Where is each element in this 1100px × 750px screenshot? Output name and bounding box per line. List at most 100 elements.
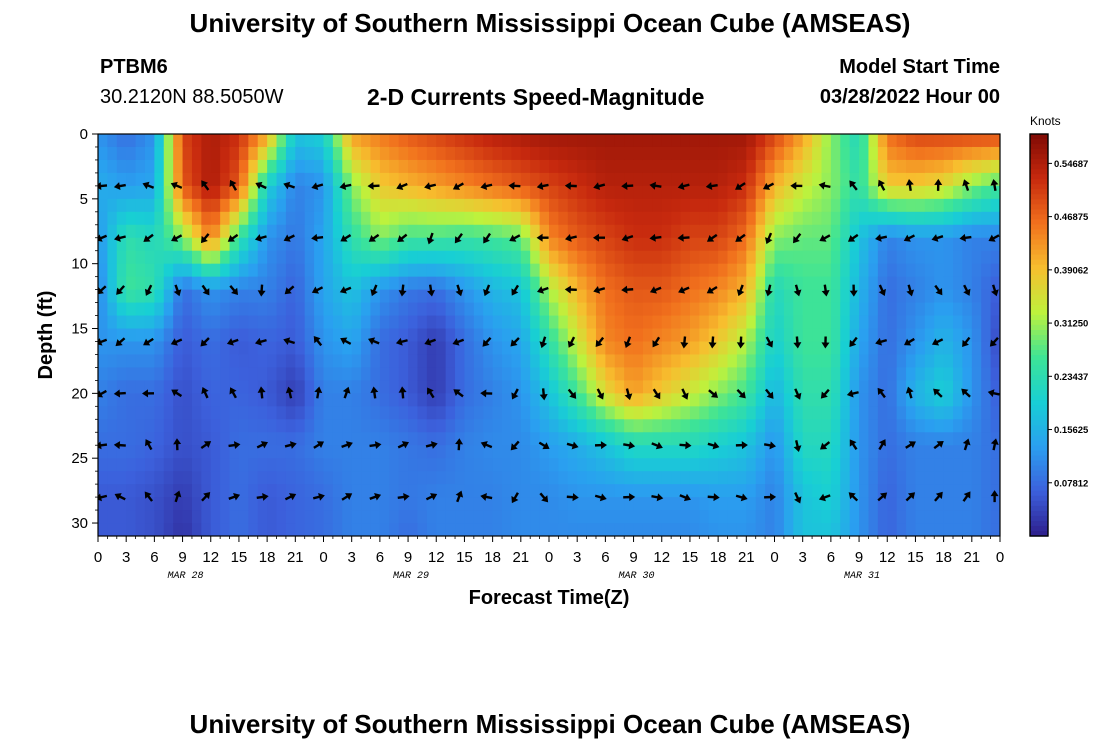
heatmap-cell [924,276,935,291]
heatmap-cell [370,224,381,239]
heatmap-cell [812,510,823,524]
heatmap-cell [577,458,588,472]
heatmap-cell [840,237,851,252]
heatmap-cell [417,237,428,252]
arrow-head [713,493,720,502]
heatmap-cell [736,134,747,148]
heatmap-cell [201,211,212,226]
heatmap-cell [436,315,447,330]
heatmap-cell [605,224,616,239]
heatmap-cell [671,471,682,485]
heatmap-cell [107,341,118,356]
heatmap-cell [915,146,926,161]
heatmap-cell [614,380,625,394]
heatmap-cell [793,276,804,291]
heatmap-cell [229,406,240,420]
heatmap-cell [511,198,522,213]
heatmap-cell [473,211,484,226]
heatmap-cell [351,432,362,446]
heatmap-cell [642,523,653,536]
heatmap-cell [765,510,776,524]
heatmap-cell [191,328,202,343]
heatmap-cell [605,198,616,213]
heatmap-cell [924,354,935,369]
heatmap-cell [370,497,381,511]
heatmap-cell [314,289,325,304]
heatmap-cell [436,237,447,252]
heatmap-cell [276,471,287,485]
heatmap-cell [765,497,776,511]
current-arrow [339,182,352,191]
current-arrow [397,441,409,449]
arrow-head [961,388,969,396]
heatmap-cell [126,315,137,330]
colorbar-segment [1030,259,1048,266]
heatmap-cell [887,445,898,459]
heatmap-cell [173,484,184,498]
heatmap-cell [689,419,700,433]
heatmap-cell [530,237,541,252]
x-tick-label: 18 [710,549,727,566]
heatmap-cell [379,159,390,174]
heatmap-cell [943,276,954,291]
heatmap-cell [549,367,559,381]
heatmap-cell [511,302,522,317]
heatmap-cell [398,393,409,407]
heatmap-cell [812,471,823,485]
heatmap-cell [971,250,982,265]
heatmap-cell [671,134,682,148]
heatmap-cell [530,146,541,161]
heatmap-cell [774,198,785,213]
arrow-head [624,393,633,401]
heatmap-cell [295,237,306,252]
heatmap-cell [990,419,1000,433]
heatmap-cell [445,354,456,369]
heatmap-cell [830,276,841,291]
heatmap-cell [191,354,202,369]
heatmap-cell [398,237,409,252]
heatmap-cell [314,134,325,148]
heatmap-cell [464,484,475,498]
heatmap-cell [549,159,559,174]
heatmap-cell [511,224,522,239]
heatmap-cell [511,315,522,330]
heatmap-cell [868,276,879,291]
arrow-head [368,337,376,345]
heatmap-cell [182,302,193,317]
current-arrow [425,441,438,449]
heatmap-cell [163,224,174,239]
heatmap-cell [624,523,635,536]
heatmap-cell [943,510,954,524]
heatmap-cell [953,367,964,381]
heatmap-cell [971,224,982,239]
heatmap-cell [154,458,165,472]
current-arrow [679,493,691,502]
heatmap-cell [285,445,296,459]
heatmap-cell [953,172,964,187]
heatmap-cell [370,406,381,420]
current-arrow [538,441,550,450]
heatmap-cell [135,315,146,330]
heatmap-cell [229,419,240,433]
heatmap-cell [220,185,231,200]
heatmap-cell [971,367,982,381]
heatmap-cell [971,510,982,524]
heatmap-cell [633,134,644,148]
heatmap-cell [934,211,945,226]
heatmap-cell [577,393,588,407]
heatmap-cell [943,172,954,187]
colorbar-segment [1030,370,1048,376]
heatmap-cell [342,134,353,148]
date-label: MAR 29 [393,571,429,582]
heatmap-cell [765,432,776,446]
heatmap-cell [191,172,202,187]
heatmap-cell [783,237,794,252]
heatmap-cell [624,302,635,317]
heatmap-cell [595,406,606,420]
heatmap-cell [868,445,879,459]
colorbar-segment [1030,470,1048,477]
heatmap-cell [567,172,578,187]
heatmap-cell [859,211,870,226]
heatmap-cell [351,302,362,317]
arrow-head [115,339,123,347]
